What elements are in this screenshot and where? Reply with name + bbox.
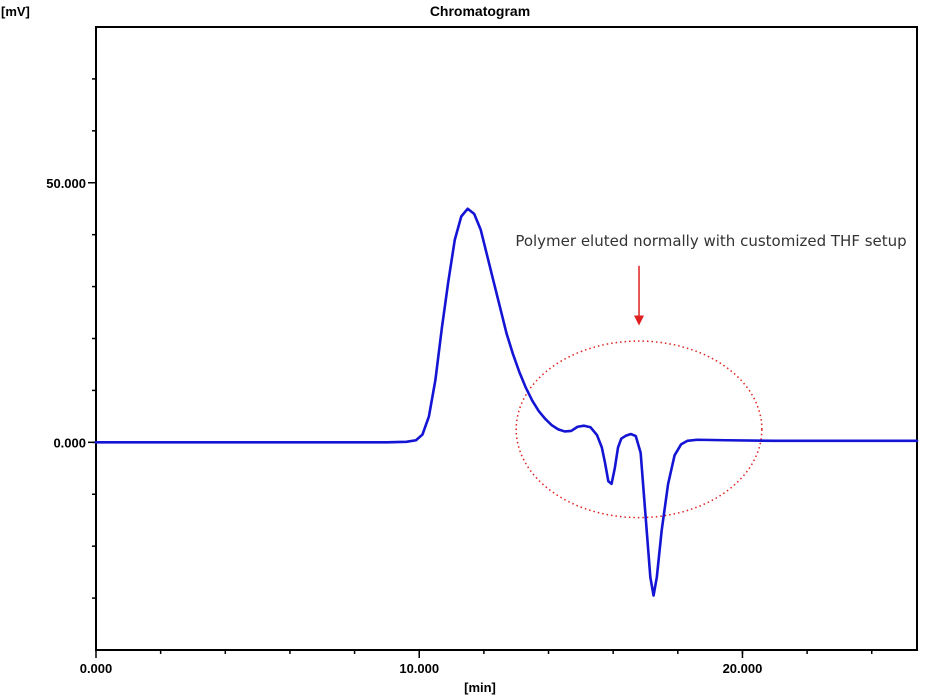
y-tick-label: 50.000: [46, 176, 86, 191]
series-group: [94, 207, 919, 597]
y-axis-label: [mV]: [1, 4, 30, 19]
chart-title: Chromatogram: [430, 3, 530, 19]
axis-tick-labels: 0.000 50.000 0.000 10.000 20.000: [46, 176, 762, 676]
annotation-group: Polymer eluted normally with customized …: [515, 232, 907, 519]
x-tick-label: 10.000: [399, 661, 439, 676]
annotation-text: Polymer eluted normally with customized …: [515, 232, 906, 250]
x-tick-label: 0.000: [80, 661, 113, 676]
x-axis-label: [min]: [464, 680, 496, 695]
annotation-arrow-head: [634, 315, 645, 326]
series-line: [94, 207, 919, 597]
x-tick-label: 20.000: [723, 661, 763, 676]
y-tick-label: 0.000: [53, 435, 86, 450]
annotation-ellipse: [515, 340, 763, 519]
